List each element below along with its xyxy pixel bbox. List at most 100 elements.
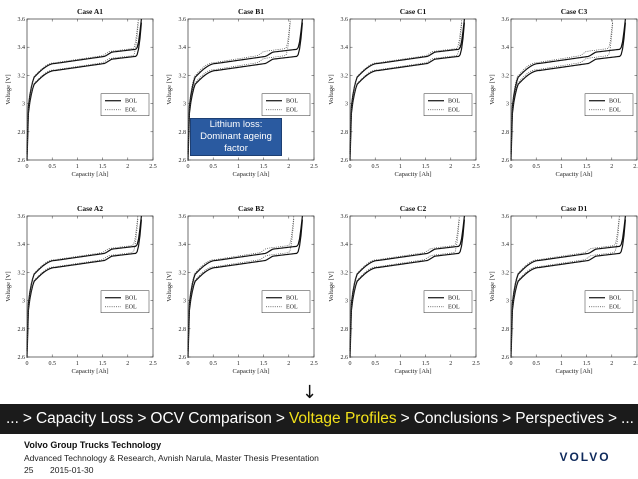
- series-line-eol-discharge: [349, 21, 463, 161]
- x-tick-label: 2.5: [633, 164, 638, 170]
- legend-label-eol: EOL: [448, 108, 460, 114]
- legend-label-bol: BOL: [125, 296, 137, 302]
- chart-panel: Case A1 0 0.5 1 1.5 2 2.5 2.6 2.8 3 3.2 3.4 3.6 Capac…: [5, 7, 157, 178]
- x-tick-label: 1: [560, 361, 563, 367]
- plot-frame: [349, 18, 477, 161]
- x-tick-label: 1.5: [260, 164, 268, 170]
- series-line-bol-discharge: [510, 22, 627, 161]
- legend-label-eol: EOL: [609, 305, 621, 311]
- chart-panel: Case C1 0 0.5 1 1.5 2 2.5 2.6 2.8 3 3.2 3.4 3.6 Capac…: [328, 7, 480, 178]
- y-tick-label: 2.8: [18, 130, 26, 136]
- nav-item-perspectives[interactable]: Perspectives: [515, 410, 604, 427]
- nav-item-voltage-profiles[interactable]: Voltage Profiles: [288, 410, 397, 427]
- x-tick-label: 2: [126, 164, 129, 170]
- x-axis-label: Capacity [Ah]: [232, 171, 269, 178]
- x-tick-label: 0.5: [209, 164, 217, 170]
- x-tick-label: 0: [187, 361, 190, 367]
- y-tick-label: 2.6: [502, 355, 510, 361]
- y-tick-label: 3: [22, 299, 25, 305]
- y-tick-label: 3: [506, 299, 509, 305]
- chart-panel: Case A2 0 0.5 1 1.5 2 2.5 2.6 2.8 3 3.2 3.4 3.6 Capac…: [5, 204, 157, 375]
- nav-separator: >: [502, 410, 512, 427]
- legend-label-bol: BOL: [286, 296, 298, 302]
- plot-frame: [349, 215, 477, 358]
- x-tick-label: 0: [26, 164, 29, 170]
- chart-title: Case B2: [238, 204, 264, 213]
- nav-separator: >: [400, 410, 410, 427]
- x-tick-label: 2: [449, 361, 452, 367]
- x-tick-label: 1.5: [583, 361, 591, 367]
- y-tick-label: 3.6: [502, 214, 510, 220]
- series-line-eol-discharge: [26, 218, 139, 358]
- x-tick-label: 0.5: [371, 361, 379, 367]
- legend-label-bol: BOL: [125, 99, 137, 105]
- legend-label-bol: BOL: [448, 99, 460, 105]
- footer-date: 2015-01-30: [50, 465, 94, 475]
- x-tick-label: 0.5: [371, 164, 379, 170]
- x-tick-label: 0: [349, 361, 352, 367]
- x-tick-label: 0: [510, 164, 513, 170]
- y-tick-label: 3.2: [341, 270, 349, 276]
- y-tick-label: 2.8: [18, 327, 26, 333]
- nav-item-more[interactable]: ...: [621, 410, 634, 427]
- x-tick-label: 0.5: [209, 361, 217, 367]
- x-tick-label: 2: [610, 361, 613, 367]
- x-axis-label: Capacity [Ah]: [555, 171, 592, 178]
- plot-frame: [187, 215, 315, 358]
- x-tick-label: 1: [237, 361, 240, 367]
- series-line-bol-charge: [26, 18, 143, 154]
- y-tick-label: 3.4: [502, 242, 510, 248]
- x-tick-label: 2: [449, 164, 452, 170]
- series-line-bol-discharge: [187, 22, 304, 161]
- legend-label-eol: EOL: [125, 305, 137, 311]
- callout-line-2: Dominant ageing: [200, 131, 272, 142]
- volvo-logo: VOLVO: [559, 450, 611, 464]
- y-axis-label: Voltage [V]: [489, 74, 496, 104]
- footer-page-date: 25 2015-01-30: [24, 465, 93, 475]
- legend-label-eol: EOL: [286, 108, 298, 114]
- x-tick-label: 1: [560, 164, 563, 170]
- x-tick-label: 1.5: [260, 361, 268, 367]
- x-tick-label: 1.5: [422, 361, 430, 367]
- x-tick-label: 2.5: [149, 164, 157, 170]
- callout-line-1: Lithium loss:: [209, 119, 263, 130]
- y-tick-label: 2.8: [341, 327, 349, 333]
- x-tick-label: 1.5: [99, 164, 107, 170]
- nav-item-conclusions[interactable]: Conclusions: [413, 410, 499, 427]
- chart-panel: Case D1 0 0.5 1 1.5 2 2.5 2.6 2.8 3 3.2 3.4 3.6 Capac…: [489, 204, 638, 375]
- series-line-bol-charge: [187, 215, 304, 351]
- legend-box: [584, 290, 634, 313]
- nav-item-ocv-comparison[interactable]: OCV Comparison: [150, 410, 272, 427]
- y-tick-label: 3: [183, 299, 186, 305]
- x-tick-label: 2.5: [472, 164, 480, 170]
- x-axis-label: Capacity [Ah]: [232, 368, 269, 375]
- y-axis-label: Voltage [V]: [489, 271, 496, 301]
- legend-label-bol: BOL: [448, 296, 460, 302]
- nav-separator: >: [137, 410, 147, 427]
- chart-panel: Case C3 0 0.5 1 1.5 2 2.5 2.6 2.8 3 3.2 3.4 3.6 Capac…: [489, 7, 638, 178]
- x-tick-label: 2: [287, 361, 290, 367]
- x-tick-label: 2.5: [310, 361, 318, 367]
- x-tick-label: 1: [399, 164, 402, 170]
- x-tick-label: 2: [287, 164, 290, 170]
- x-tick-label: 2: [126, 361, 129, 367]
- x-tick-label: 1: [237, 164, 240, 170]
- y-tick-label: 3.4: [341, 45, 349, 51]
- y-tick-label: 3.2: [179, 73, 187, 79]
- y-tick-label: 2.8: [341, 130, 349, 136]
- chart-title: Case C1: [400, 7, 427, 16]
- series-line-bol-charge: [187, 18, 304, 154]
- legend-label-eol: EOL: [286, 305, 298, 311]
- series-line-bol-charge: [26, 215, 143, 351]
- plot-frame: [510, 215, 638, 358]
- y-tick-label: 3.6: [179, 214, 187, 220]
- y-tick-label: 2.6: [341, 158, 349, 164]
- x-tick-label: 1: [76, 164, 79, 170]
- x-axis-label: Capacity [Ah]: [71, 368, 108, 375]
- y-tick-label: 3.6: [179, 17, 187, 23]
- y-tick-label: 2.6: [341, 355, 349, 361]
- y-tick-label: 3.6: [341, 17, 349, 23]
- nav-item-capacity-loss[interactable]: Capacity Loss: [35, 410, 134, 427]
- x-axis-label: Capacity [Ah]: [71, 171, 108, 178]
- series-line-eol-discharge: [349, 218, 460, 358]
